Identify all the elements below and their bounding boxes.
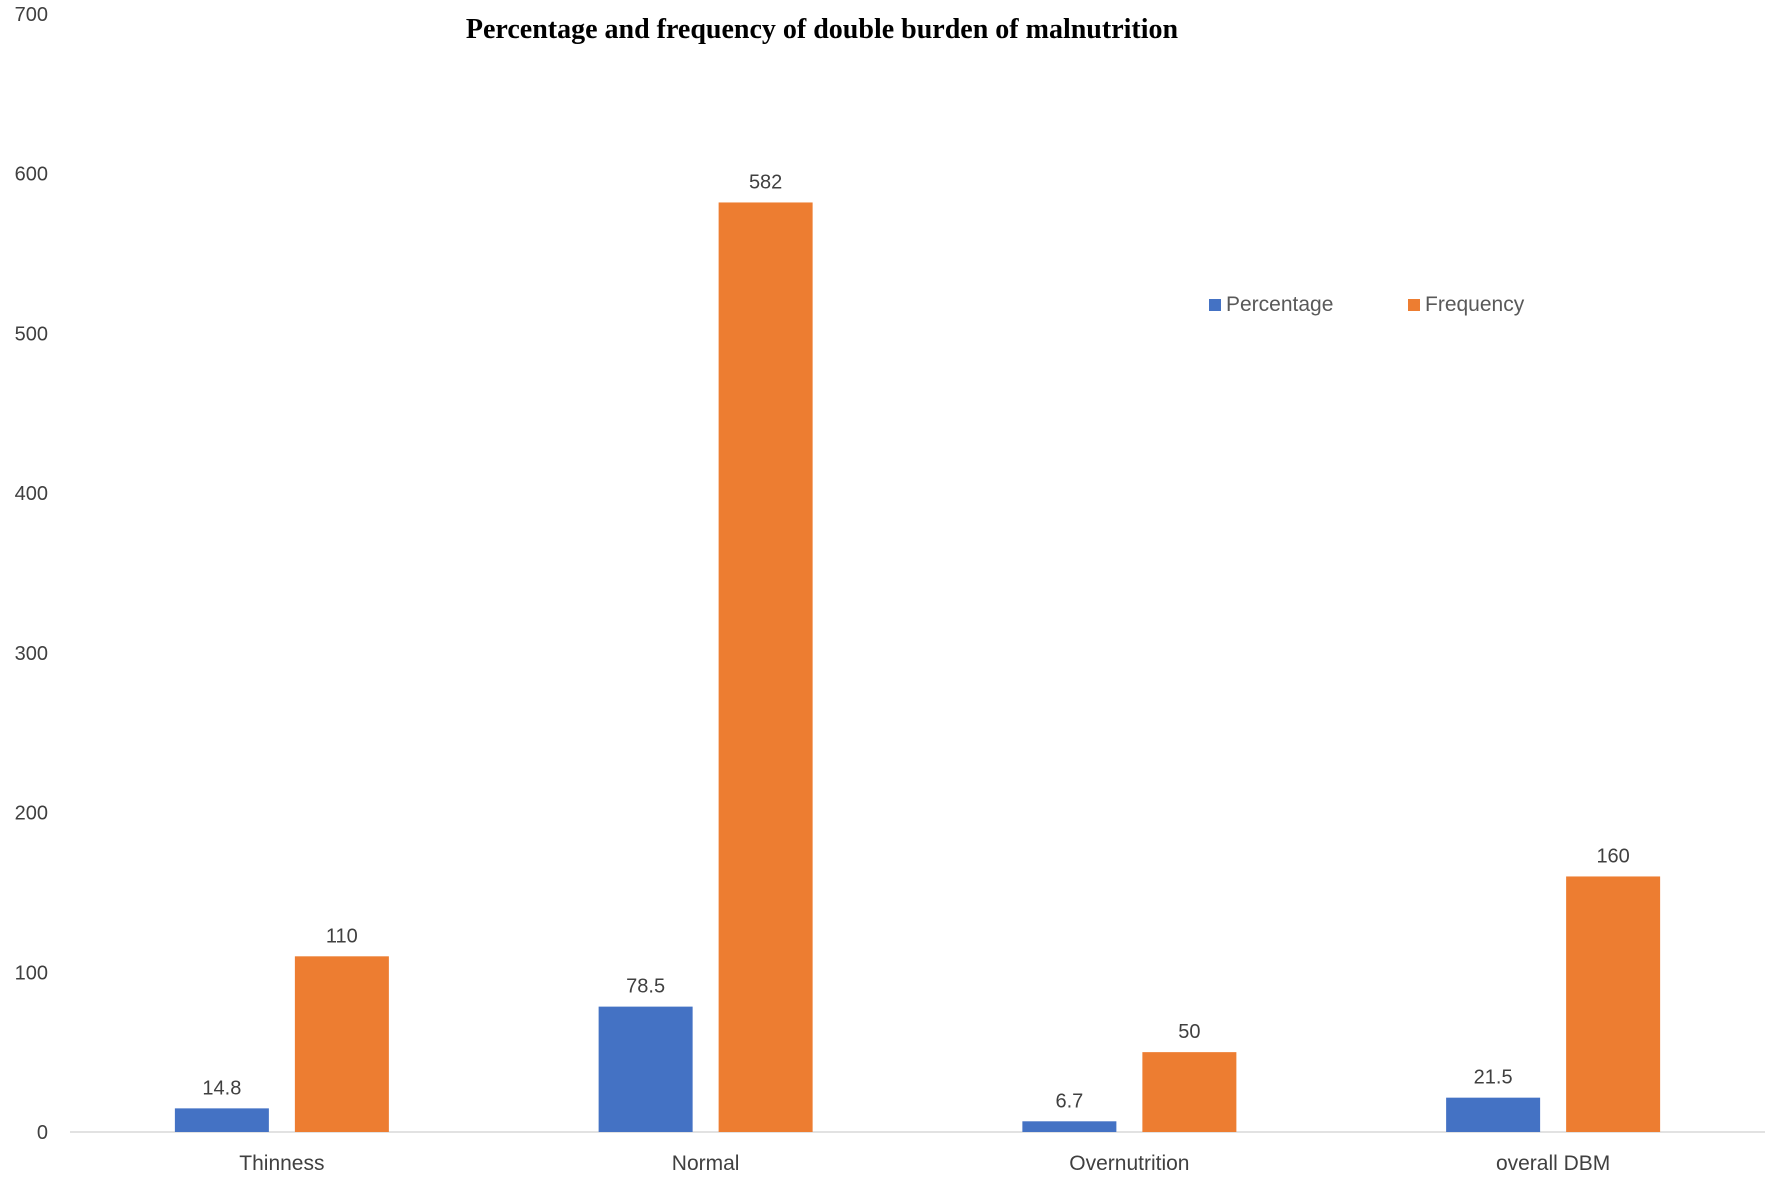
x-category-label: Normal: [672, 1152, 740, 1175]
legend-swatch-frequency: [1408, 299, 1420, 311]
legend-swatch-percentage: [1209, 299, 1221, 311]
legend-label: Percentage: [1226, 293, 1333, 316]
bar-percentage[interactable]: [598, 1006, 693, 1132]
y-tick-label: 600: [15, 164, 48, 186]
y-tick-label: 700: [15, 4, 48, 26]
y-tick-label: 100: [15, 962, 48, 984]
bar-frequency[interactable]: [1566, 876, 1661, 1132]
y-tick-label: 0: [37, 1122, 48, 1144]
bar-percentage[interactable]: [174, 1108, 269, 1132]
data-label: 21.5: [1474, 1067, 1513, 1089]
y-tick-label: 400: [15, 483, 48, 505]
bar-frequency[interactable]: [718, 202, 813, 1132]
data-label: 582: [749, 171, 782, 193]
bar-percentage[interactable]: [1022, 1121, 1117, 1132]
bar-frequency[interactable]: [1142, 1052, 1237, 1132]
data-label: 14.8: [202, 1077, 241, 1099]
y-tick-label: 500: [15, 323, 48, 345]
data-label: 160: [1596, 845, 1629, 867]
legend-label: Frequency: [1425, 293, 1525, 316]
x-category-label: overall DBM: [1496, 1152, 1610, 1175]
x-category-label: Thinness: [239, 1152, 324, 1175]
data-label: 50: [1178, 1021, 1200, 1043]
y-tick-label: 300: [15, 643, 48, 665]
data-label: 78.5: [626, 976, 665, 998]
x-category-label: Overnutrition: [1069, 1152, 1189, 1175]
bar-frequency[interactable]: [294, 956, 389, 1132]
data-label: 110: [326, 925, 358, 947]
bar-percentage[interactable]: [1446, 1097, 1541, 1132]
y-tick-label: 200: [15, 803, 48, 825]
chart-title: Percentage and frequency of double burde…: [466, 14, 1179, 45]
data-label: 6.7: [1055, 1090, 1083, 1112]
